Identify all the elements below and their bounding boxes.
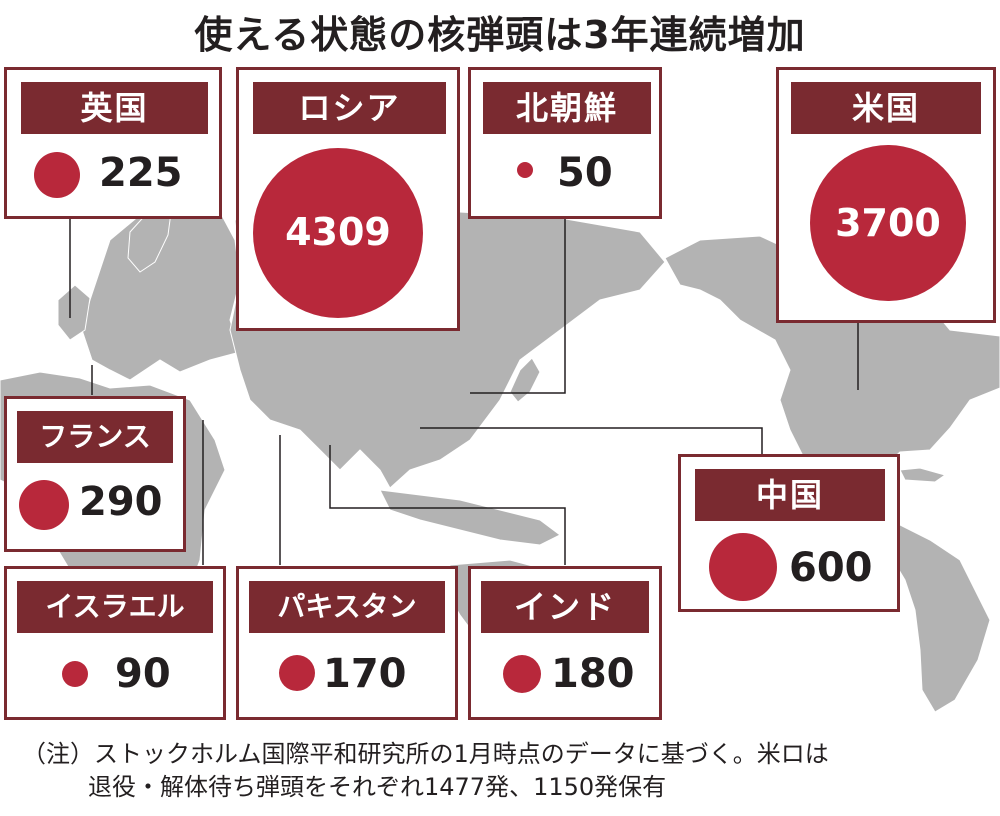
warhead-circle <box>19 480 69 530</box>
warhead-count: 170 <box>323 651 407 697</box>
leader-line-north-korea <box>470 218 566 394</box>
warhead-circle <box>279 655 315 691</box>
country-box-israel: イスラエル 90 <box>4 566 226 720</box>
warhead-count: 290 <box>79 479 163 525</box>
country-box-pakistan: パキスタン 170 <box>236 566 458 720</box>
footnote-line-2: 退役・解体待ち弾頭をそれぞれ1477発、1150発保有 <box>88 773 667 801</box>
country-name: 米国 <box>791 82 981 134</box>
country-box-france: フランス 290 <box>4 396 186 552</box>
footnote: （注）ストックホルム国際平和研究所の1月時点のデータに基づく。米ロは 退役・解体… <box>22 738 992 804</box>
country-name: パキスタン <box>249 581 445 633</box>
warhead-count: 3700 <box>835 201 941 245</box>
country-name: フランス <box>17 411 173 463</box>
southeast-asia-shape <box>379 489 561 546</box>
warhead-count: 225 <box>99 150 183 196</box>
warhead-circle <box>62 661 88 687</box>
warhead-circle <box>517 162 533 178</box>
warhead-circle: 4309 <box>253 148 423 318</box>
warhead-count: 600 <box>789 545 873 591</box>
warhead-circle <box>709 533 777 601</box>
japan-shape <box>509 357 541 403</box>
british-isles-shape <box>57 284 91 341</box>
country-box-india: インド 180 <box>468 566 662 720</box>
country-name: 中国 <box>695 469 885 521</box>
country-name: 北朝鮮 <box>483 82 651 134</box>
caribbean-shape <box>899 467 947 483</box>
warhead-count: 180 <box>551 651 635 697</box>
country-name: ロシア <box>253 82 446 134</box>
leader-line-india <box>329 445 566 565</box>
warhead-circle <box>34 152 80 198</box>
warhead-count: 90 <box>115 651 171 697</box>
warhead-circle: 3700 <box>810 145 966 301</box>
leader-line-china <box>420 427 763 455</box>
footnote-line-1: （注）ストックホルム国際平和研究所の1月時点のデータに基づく。米ロは <box>22 740 829 768</box>
country-box-north-korea: 北朝鮮 50 <box>468 67 662 219</box>
country-box-china: 中国 600 <box>678 454 900 612</box>
chart-title: 使える状態の核弾頭は3年連続増加 <box>194 13 806 57</box>
country-name: インド <box>481 581 649 633</box>
country-box-usa: 米国 3700 <box>776 67 996 323</box>
warhead-circle <box>503 655 541 693</box>
country-box-russia: ロシア 4309 <box>236 67 460 331</box>
country-box-uk: 英国 225 <box>4 67 222 219</box>
warhead-count: 50 <box>557 150 613 196</box>
country-name: 英国 <box>21 82 208 134</box>
warhead-count: 4309 <box>285 210 391 254</box>
country-name: イスラエル <box>17 581 213 633</box>
